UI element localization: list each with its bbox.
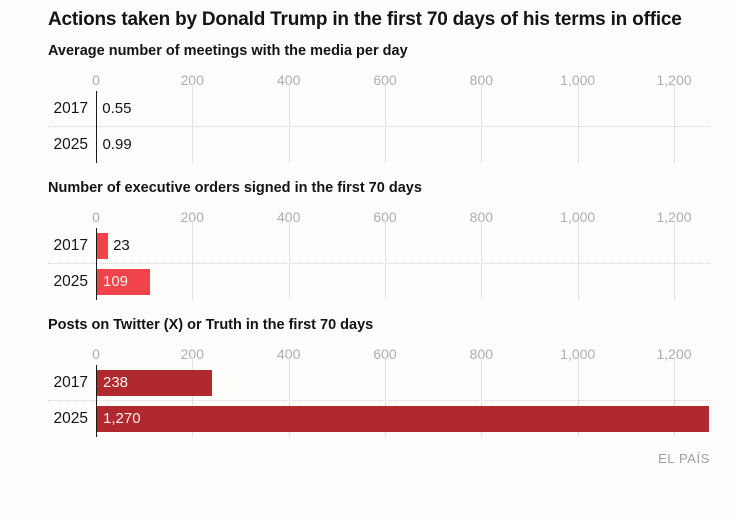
page-title: Actions taken by Donald Trump in the fir… [48,9,682,30]
bar-chart-section-1: Average number of meetings with the medi… [48,43,710,163]
category-label: 2025 [53,410,88,427]
x-axis-tick-label: 0 [92,346,100,362]
gridline [481,358,483,437]
gridline [674,84,676,163]
value-label: 1,270 [103,410,141,427]
x-axis-tick-label: 600 [373,72,397,88]
bar-row: 2025 109 [48,264,710,300]
plot-area: 2017 238 2025 1,270 [48,358,710,437]
value-label: 23 [113,237,130,254]
bar-row: 2017 23 [48,228,710,264]
gridline [577,84,579,163]
x-axis-tick-label: 800 [469,346,494,362]
value-label: 238 [103,374,129,391]
x-axis-tick-label: 400 [276,209,301,225]
gridline [288,358,290,437]
bar [97,233,109,259]
category-label: 2017 [53,100,88,117]
gridline [385,84,387,163]
bar-row: 2017 0.55 [48,91,710,127]
x-axis-tick-label: 1,000 [560,209,596,225]
x-axis-tick-label: 1,000 [560,72,596,88]
x-axis-tick-label: 1,200 [656,72,692,88]
gridline [481,221,483,300]
category-label: 2017 [53,237,88,254]
zero-axis-line [96,91,97,163]
zero-axis-line [96,228,97,300]
bar [97,406,709,432]
bar-row: 2025 0.99 [48,127,710,163]
gridline [288,221,290,300]
value-label: 0.55 [102,100,132,117]
category-label: 2025 [53,273,88,290]
x-axis-tick-label: 200 [180,209,205,225]
plot-area: 2017 23 2025 109 [48,221,710,300]
zero-axis-line [96,365,97,437]
x-axis-tick-label: 400 [276,72,301,88]
chart-subtitle: Posts on Twitter (X) or Truth in the fir… [48,317,374,333]
source-credit: EL PAÍS [658,451,710,466]
chart-subtitle: Average number of meetings with the medi… [48,43,408,59]
x-axis-tick-label: 0 [92,72,100,88]
gridline [192,358,194,437]
chart-subtitle: Number of executive orders signed in the… [48,180,422,196]
x-axis-tick-label: 1,000 [560,346,596,362]
gridline [385,221,387,300]
bar-chart-section-3: Posts on Twitter (X) or Truth in the fir… [48,317,710,437]
bar-row: 2025 1,270 [48,401,710,437]
category-label: 2017 [53,374,88,391]
gridline [674,358,676,437]
bar [97,370,212,396]
x-axis: 0 200 400 600 800 1,000 1,200 [48,69,710,91]
value-label: 0.99 [102,136,132,153]
x-axis-tick-label: 600 [373,209,397,225]
x-axis: 0 200 400 600 800 1,000 1,200 [48,343,710,365]
x-axis-tick-label: 1,200 [656,209,692,225]
bar-chart-section-2: Number of executive orders signed in the… [48,180,710,300]
x-axis-tick-label: 0 [92,209,100,225]
x-axis-tick-label: 1,200 [656,346,692,362]
x-axis-tick-label: 600 [373,346,397,362]
value-label: 109 [103,273,129,290]
x-axis-tick-label: 800 [469,209,494,225]
gridline [385,358,387,437]
plot-area: 2017 0.55 2025 0.99 [48,84,710,163]
gridline [192,221,194,300]
category-label: 2025 [53,136,88,153]
gridline [577,358,579,437]
x-axis-tick-label: 200 [180,72,205,88]
gridline [577,221,579,300]
bar [97,269,150,295]
gridline [288,84,290,163]
bar-row: 2017 238 [48,365,710,401]
x-axis: 0 200 400 600 800 1,000 1,200 [48,206,710,228]
gridline [674,221,676,300]
x-axis-tick-label: 800 [469,72,494,88]
charts-container: Average number of meetings with the medi… [48,43,710,437]
gridline [192,84,194,163]
x-axis-tick-label: 400 [276,346,301,362]
gridline [481,84,483,163]
x-axis-tick-label: 200 [180,346,205,362]
